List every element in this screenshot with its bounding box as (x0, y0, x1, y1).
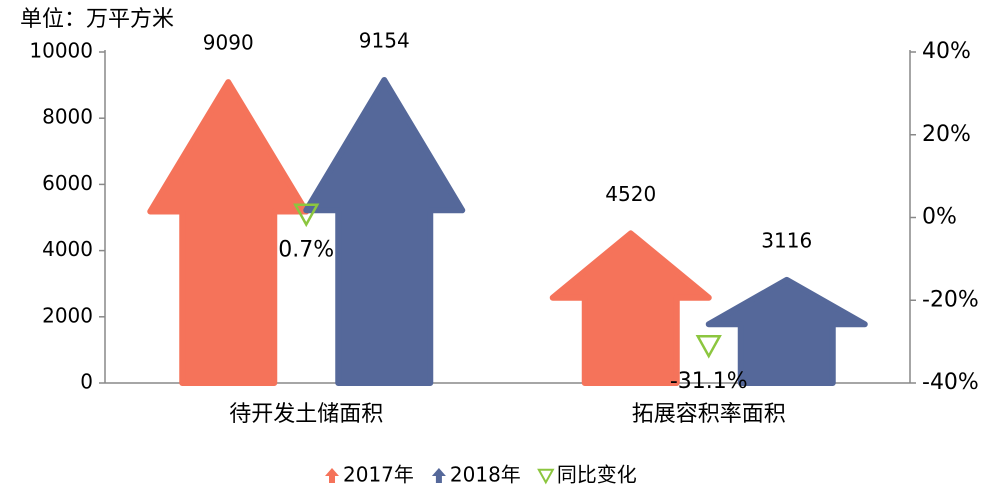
value-label: 9154 (359, 29, 410, 53)
value-label: 4520 (605, 182, 656, 206)
unit-label: 单位：万平方米 (20, 7, 174, 32)
arrow-bar (549, 230, 712, 386)
y2-tick-label: -40% (922, 370, 979, 395)
value-label: -31.1% (670, 369, 748, 394)
legend-label: 2018年 (450, 463, 521, 487)
y2-tick-label: 20% (922, 122, 971, 147)
value-label: 3116 (761, 228, 812, 252)
x-tick-label: 待开发土储面积 (229, 402, 383, 427)
change-marker (695, 335, 722, 359)
value-label: 9090 (203, 31, 254, 55)
legend-icon (325, 468, 339, 483)
y2-tick-label: 0% (922, 205, 957, 230)
y2-tick-label: 40% (922, 39, 971, 64)
value-label: 0.7% (278, 238, 334, 263)
y-tick-label: 6000 (42, 171, 93, 195)
y-tick-label: 4000 (42, 237, 93, 261)
arrow-bar (147, 79, 310, 386)
y-tick-label: 8000 (42, 105, 93, 129)
legend-icon (431, 468, 446, 483)
arrow-bar (303, 77, 466, 386)
arrow-bar (705, 276, 868, 386)
y-tick-label: 2000 (42, 303, 93, 327)
legend-icon (537, 468, 555, 485)
legend-label: 同比变化 (557, 463, 637, 487)
legend-label: 2017年 (343, 463, 414, 487)
change-marker (293, 203, 320, 228)
y2-tick-label: -20% (922, 287, 979, 312)
x-tick-label: 拓展容积率面积 (632, 402, 786, 427)
y-tick-label: 10000 (29, 39, 93, 63)
y-tick-label: 0 (80, 370, 93, 394)
